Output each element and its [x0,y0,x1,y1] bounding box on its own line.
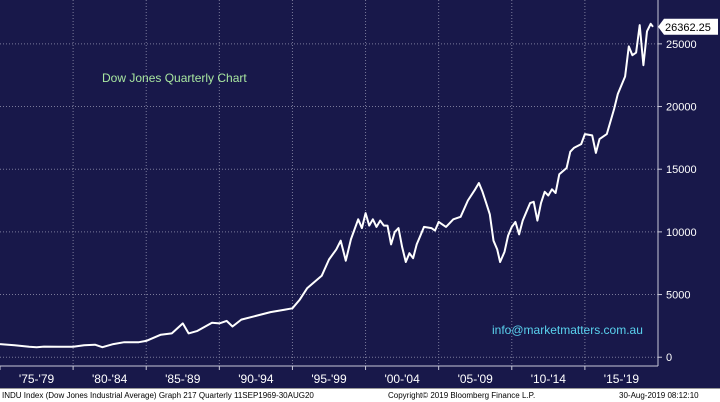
plot-area [0,0,658,366]
footer-center: Copyright© 2019 Bloomberg Finance L.P. [388,391,536,400]
y-tick-label: 10000 [666,227,697,239]
x-period-label: '10-'14 [531,372,567,386]
chart-title: Dow Jones Quarterly Chart [102,71,247,85]
last-value-tag: 26362.25 [658,18,718,35]
footer-bar: INDU Index (Dow Jones Industrial Average… [0,388,720,402]
bottom-axis-panel [0,366,720,388]
right-axis-panel [658,0,720,366]
x-period-label: '90-'94 [238,372,274,386]
footer-left: INDU Index (Dow Jones Industrial Average… [2,391,314,400]
y-tick-label: 20000 [666,102,697,114]
x-period-label: '85-'89 [165,372,201,386]
watermark-text: info@marketmatters.com.au [492,323,643,337]
last-value-label: 26362.25 [665,22,711,34]
x-period-label: '00-'04 [384,372,420,386]
index-line [0,22,654,349]
y-tick-label: 5000 [666,290,690,302]
x-period-label: '95-'99 [311,372,347,386]
x-period-label: '05-'09 [458,372,494,386]
footer-right: 30-Aug-2019 08:12:10 [619,391,699,400]
y-tick-label: 15000 [666,164,697,176]
y-tick-label: 25000 [666,39,697,51]
x-period-label: '80-'84 [92,372,128,386]
x-period-label: '75-'79 [19,372,55,386]
dow-jones-chart: 0 5000 10000 15000 20000 25000 '75-'79 '80-'84… [0,0,720,388]
x-period-label: '15-'19 [604,372,640,386]
y-tick-label: 0 [666,352,672,364]
